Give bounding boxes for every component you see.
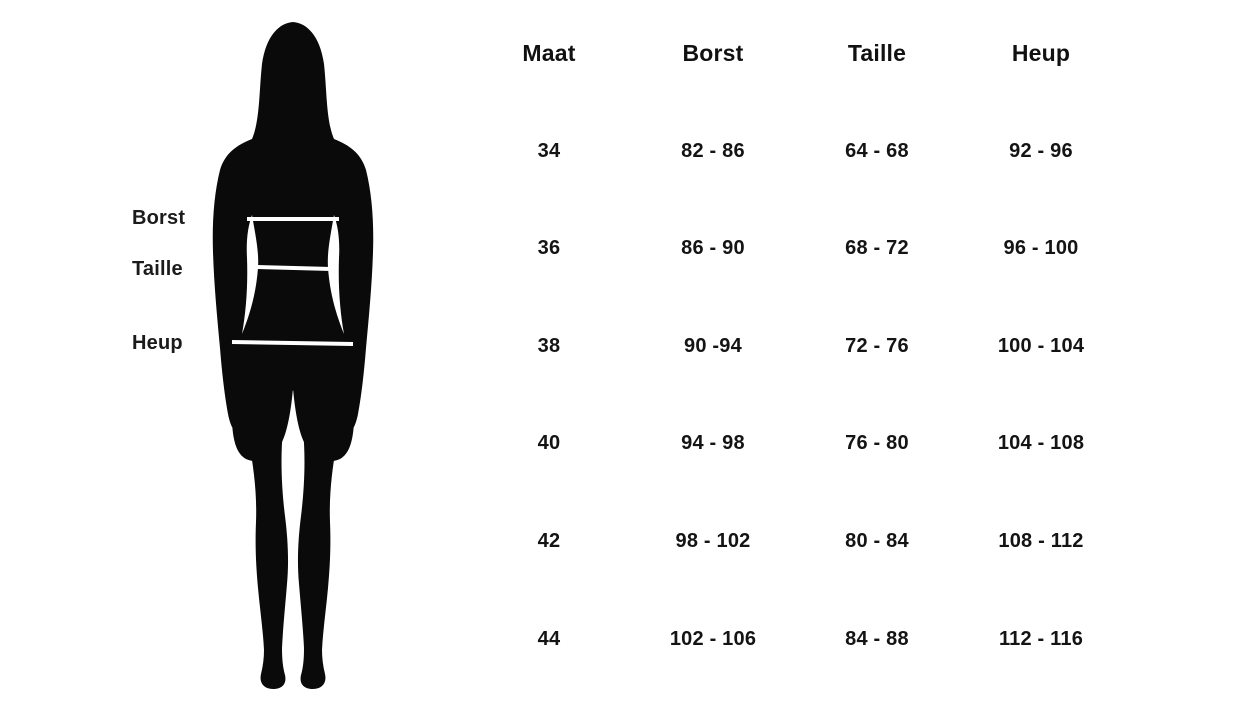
- table-row-34: 34 82 - 86 64 - 68 92 - 96: [467, 139, 1123, 163]
- table-header-row: Maat Borst Taille Heup: [467, 40, 1123, 66]
- body-label-heup: Heup: [132, 332, 183, 354]
- cell-heup: 104 - 108: [997, 432, 1085, 454]
- cell-maat: 34: [537, 140, 561, 162]
- table-row-38: 38 90 -94 72 - 76 100 - 104: [467, 334, 1123, 358]
- arm-gap-right: [327, 215, 344, 334]
- cell-heup: 100 - 104: [997, 335, 1085, 357]
- arm-gap-left: [242, 215, 259, 334]
- cell-borst: 82 - 86: [681, 140, 745, 162]
- cell-taille: 64 - 68: [845, 140, 909, 162]
- female-body-silhouette-image: [212, 22, 374, 689]
- cell-maat: 44: [537, 628, 561, 650]
- cell-taille: 68 - 72: [845, 237, 909, 259]
- cell-maat: 42: [537, 530, 561, 552]
- cell-heup: 96 - 100: [1003, 237, 1079, 259]
- body-label-borst: Borst: [132, 207, 186, 229]
- col-header-taille: Taille: [847, 40, 907, 66]
- cell-borst: 90 -94: [684, 335, 742, 357]
- cell-borst: 94 - 98: [681, 432, 745, 454]
- cell-maat: 40: [537, 432, 561, 454]
- body-upper-shape: [212, 22, 374, 462]
- col-header-borst: Borst: [682, 40, 744, 66]
- cell-borst: 98 - 102: [675, 530, 751, 552]
- cell-maat: 38: [537, 335, 561, 357]
- body-right-leg-shape: [286, 372, 344, 689]
- waist-measure-line: [256, 265, 332, 271]
- body-left-leg-shape: [242, 372, 300, 689]
- table-row-42: 42 98 - 102 80 - 84 108 - 112: [467, 529, 1123, 553]
- cell-taille: 84 - 88: [845, 628, 909, 650]
- table-row-36: 36 86 - 90 68 - 72 96 - 100: [467, 236, 1123, 260]
- cell-heup: 92 - 96: [1009, 140, 1073, 162]
- cell-maat: 36: [537, 237, 561, 259]
- cell-borst: 102 - 106: [669, 628, 757, 650]
- hip-measure-line: [231, 340, 354, 346]
- body-label-taille: Taille: [132, 258, 183, 280]
- cell-taille: 72 - 76: [845, 335, 909, 357]
- table-row-40: 40 94 - 98 76 - 80 104 - 108: [467, 431, 1123, 455]
- cell-borst: 86 - 90: [681, 237, 745, 259]
- col-header-heup: Heup: [1011, 40, 1071, 66]
- cell-heup: 108 - 112: [998, 530, 1084, 552]
- col-header-maat: Maat: [522, 40, 576, 66]
- cell-taille: 76 - 80: [845, 432, 909, 454]
- cell-taille: 80 - 84: [845, 530, 909, 552]
- table-row-44: 44 102 - 106 84 - 88 112 - 116: [467, 627, 1123, 651]
- cell-heup: 112 - 116: [998, 628, 1084, 650]
